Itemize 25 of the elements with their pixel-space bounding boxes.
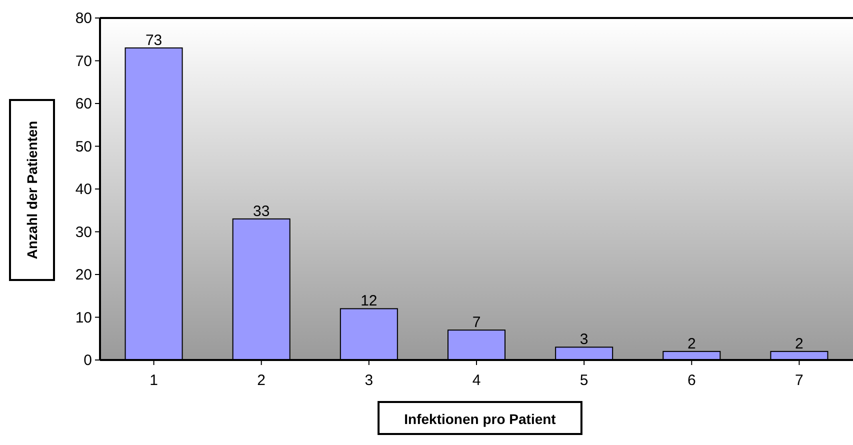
y-tick-label: 80 bbox=[75, 10, 92, 27]
x-tick-label: 4 bbox=[472, 372, 481, 389]
data-label: 12 bbox=[360, 292, 378, 310]
y-axis-title: Anzahl der Patienten bbox=[24, 120, 40, 260]
data-label: 2 bbox=[687, 335, 696, 352]
x-axis-title: Infektionen pro Patient bbox=[404, 411, 556, 427]
x-tick-label: 5 bbox=[580, 372, 588, 389]
y-tick-label: 40 bbox=[75, 181, 92, 198]
y-tick-label: 10 bbox=[75, 309, 92, 326]
data-label: 73 bbox=[145, 32, 162, 49]
y-tick-label: 30 bbox=[75, 224, 92, 241]
y-tick-label: 50 bbox=[75, 138, 92, 156]
y-tick-label: 20 bbox=[75, 266, 92, 284]
data-label: 33 bbox=[253, 202, 270, 220]
x-tick-label: 7 bbox=[795, 372, 804, 389]
x-tick-label: 6 bbox=[687, 372, 696, 389]
x-tick-label: 3 bbox=[364, 372, 374, 389]
x-tick-label: 1 bbox=[150, 372, 158, 389]
x-tick-label: 2 bbox=[257, 372, 266, 389]
y-tick-label: 70 bbox=[75, 52, 92, 70]
data-label: 3 bbox=[580, 331, 588, 348]
y-tick-label: 60 bbox=[75, 96, 92, 112]
data-label: 7 bbox=[472, 314, 481, 332]
y-tick-label: 0 bbox=[84, 352, 92, 369]
data-label: 2 bbox=[795, 335, 804, 352]
